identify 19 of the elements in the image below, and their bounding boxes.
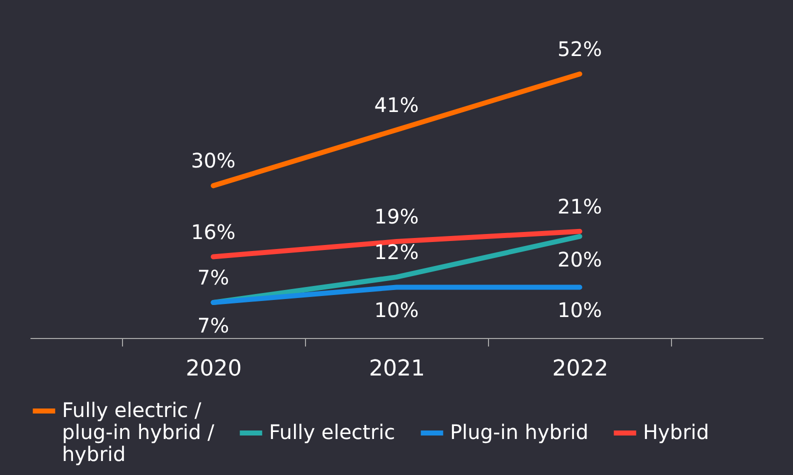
data-label: 52% <box>558 37 602 61</box>
x-tick-label: 2021 <box>369 356 425 382</box>
x-tick-label: 2022 <box>552 356 608 382</box>
data-label: 30% <box>191 148 236 173</box>
x-tick-label: 2020 <box>186 356 242 382</box>
data-label: 41% <box>374 92 419 117</box>
legend-label: Plug-in hybrid <box>450 420 588 444</box>
data-label: 21% <box>558 194 602 218</box>
data-label: 10% <box>374 298 419 322</box>
data-label: 10% <box>558 298 602 322</box>
legend-label: Hybrid <box>643 420 710 444</box>
data-label: 20% <box>558 247 602 272</box>
legend-label: Fully electric <box>269 420 396 444</box>
data-label: 12% <box>374 240 419 264</box>
data-label: 16% <box>191 220 236 244</box>
data-label: 7% <box>197 313 230 338</box>
legend-label: Fully electric / plug-in hybrid / hybrid <box>62 398 214 466</box>
data-label: 7% <box>197 265 230 290</box>
data-label: 19% <box>374 204 419 229</box>
